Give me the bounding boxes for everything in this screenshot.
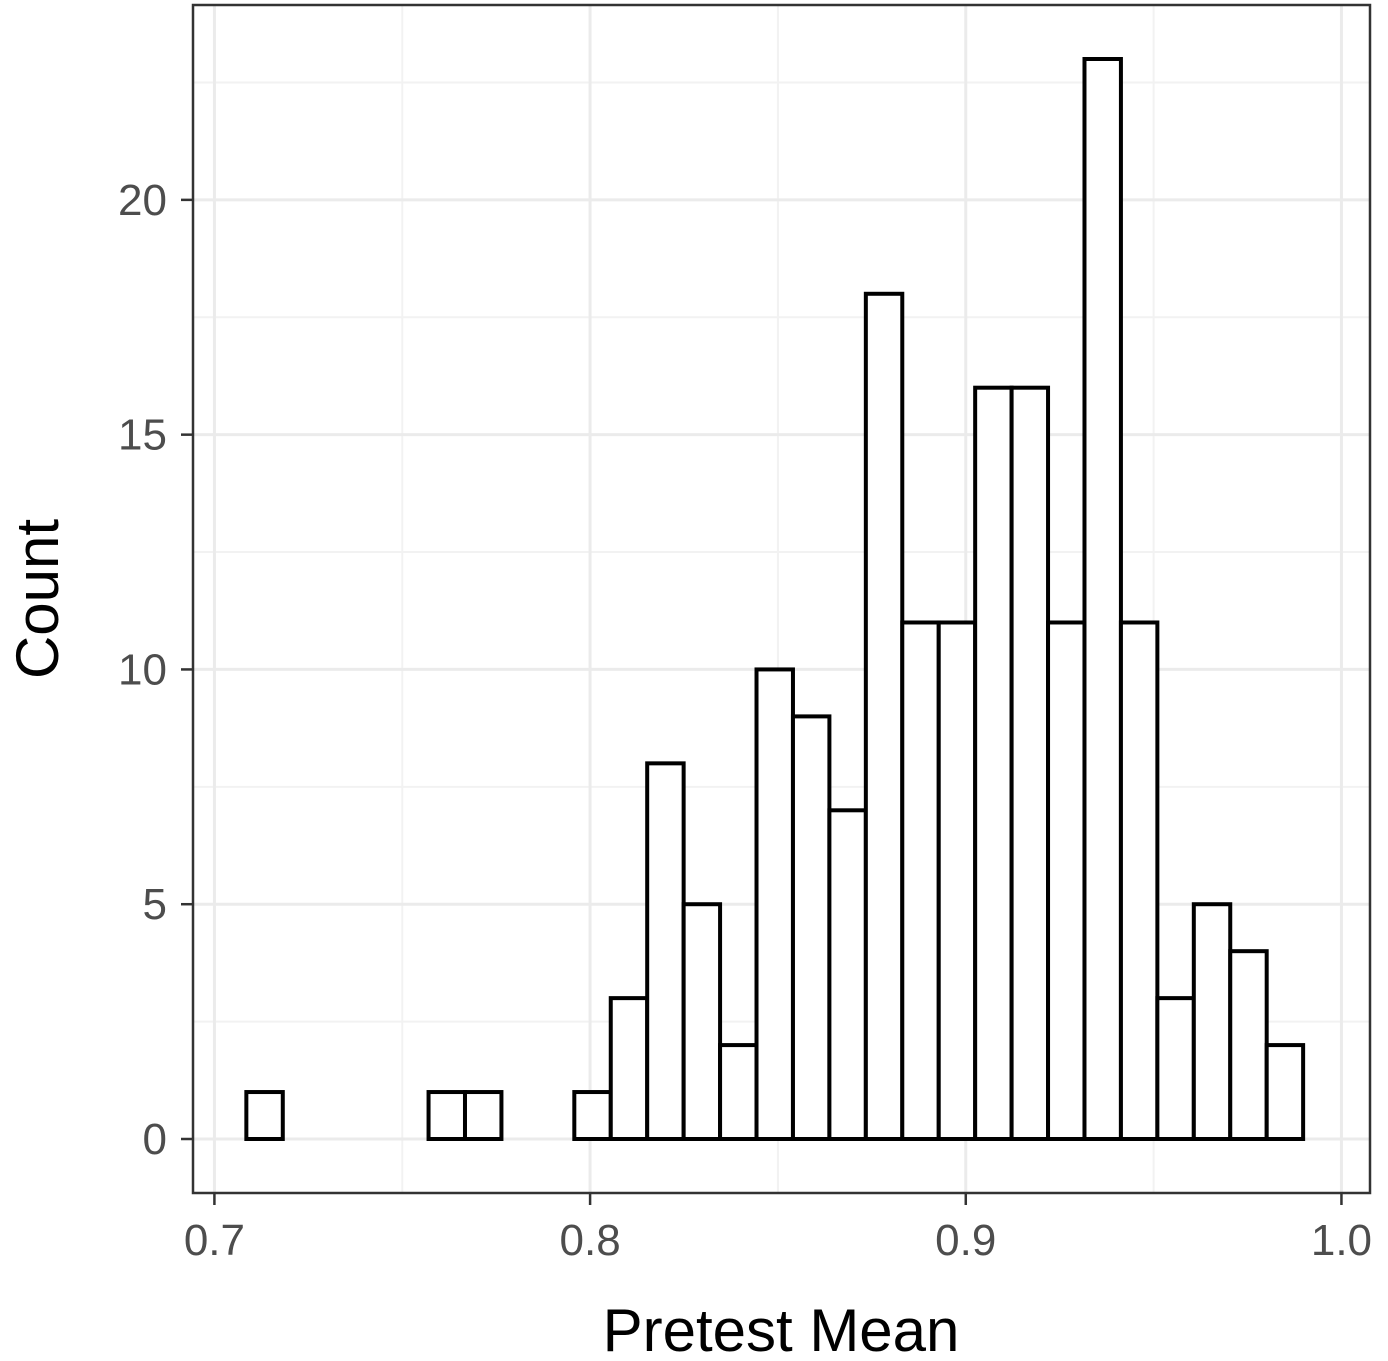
x-axis: 0.7 0.8 0.9 1.0	[184, 1193, 1372, 1265]
histogram-bar	[718, 1043, 759, 1141]
x-tick-label: 0.7	[184, 1216, 245, 1265]
y-tick-label: 0	[143, 1115, 167, 1164]
histogram-bar	[1191, 902, 1233, 1142]
x-tick-label: 1.0	[1311, 1216, 1372, 1265]
histogram-bar	[462, 1090, 504, 1141]
x-tick-label: 0.8	[560, 1216, 621, 1265]
plot-panel-border	[191, 3, 1372, 1195]
histogram-bar	[1009, 385, 1051, 1141]
histogram-bar	[863, 291, 905, 1142]
histogram-bar	[1155, 996, 1196, 1141]
grid-minor-lines	[193, 5, 1370, 1193]
histogram-bar	[1118, 620, 1160, 1141]
histogram-bar	[1264, 1043, 1306, 1141]
histogram-bar	[426, 1090, 467, 1141]
histogram-bar	[827, 808, 868, 1141]
histogram-bar	[608, 996, 650, 1141]
x-axis-title: Pretest Mean	[603, 1297, 960, 1361]
y-tick-label: 20	[118, 176, 167, 225]
histogram-bar	[936, 620, 978, 1141]
histogram-bar	[790, 714, 832, 1141]
y-axis: 0 5 10 15 20	[118, 176, 193, 1164]
y-axis-title: Count	[4, 519, 71, 679]
y-tick-label: 10	[118, 645, 167, 694]
histogram-bars	[244, 57, 1306, 1142]
histogram-bar	[754, 667, 795, 1141]
histogram-bar	[681, 902, 723, 1142]
y-tick-label: 15	[118, 411, 167, 460]
histogram-bar	[900, 620, 941, 1141]
histogram-bar	[645, 761, 686, 1141]
histogram-bar	[973, 385, 1014, 1141]
histogram-bar	[572, 1090, 613, 1141]
x-tick-label: 0.9	[935, 1216, 996, 1265]
y-tick-label: 5	[143, 880, 167, 929]
histogram-bar	[244, 1090, 285, 1141]
histogram-bar	[1228, 949, 1269, 1141]
histogram-bar	[1082, 57, 1123, 1141]
histogram-bar	[1046, 620, 1087, 1141]
